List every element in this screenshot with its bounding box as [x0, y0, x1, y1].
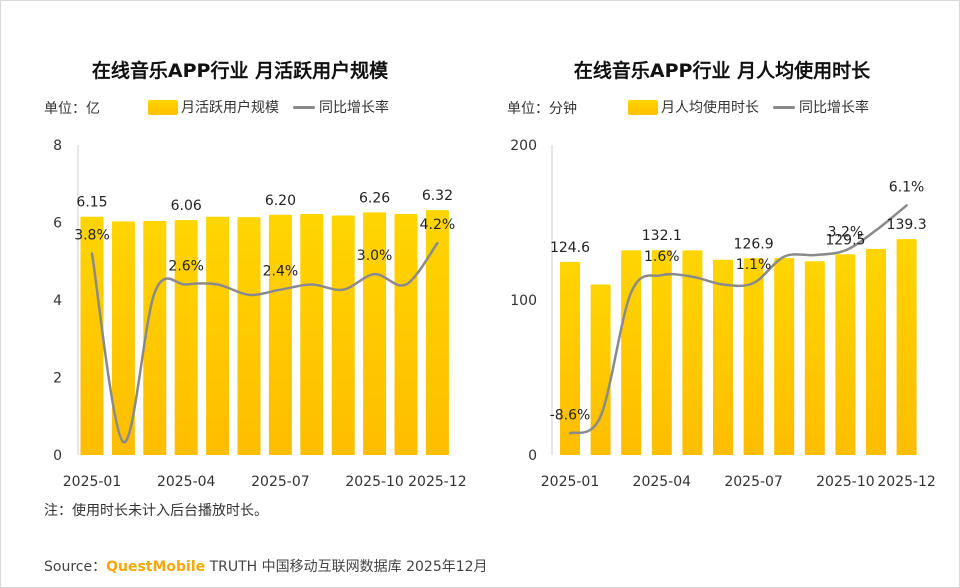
y-tick-label: 2	[53, 371, 62, 387]
bar-2025-03	[143, 220, 167, 455]
bar-2025-05	[206, 216, 230, 455]
bar-2025-09	[331, 215, 355, 455]
bar-2025-11	[866, 248, 886, 455]
x-tick-label: 2025-12	[408, 474, 467, 490]
bar-2025-02	[111, 221, 135, 455]
bar-value-label: 6.15	[76, 195, 107, 211]
bar-2025-06	[237, 217, 261, 455]
x-tick-label: 2025-07	[724, 474, 783, 490]
source-rest: TRUTH 中国移动互联网数据库 2025年12月	[205, 559, 488, 575]
legend-line-label: 同比增长率	[799, 100, 869, 116]
x-tick-label: 2025-10	[816, 474, 875, 490]
line-value-label: 3.0%	[357, 248, 393, 264]
footnote: 注：使用时长未计入后台播放时长。	[44, 503, 268, 519]
legend-bar-label: 月人均使用时长	[661, 100, 759, 116]
bar-2025-04	[174, 220, 198, 455]
x-tick-label: 2025-04	[633, 474, 692, 490]
bar-2025-07	[743, 258, 764, 455]
bar-value-label: 126.9	[734, 236, 774, 252]
line-value-label: 2.6%	[168, 259, 204, 275]
line-value-label: 1.1%	[736, 257, 772, 273]
line-value-label: 4.2%	[420, 217, 456, 233]
x-tick-label: 2025-07	[251, 474, 310, 490]
bar-2025-01	[80, 216, 104, 455]
unit-label-right: 单位：分钟	[507, 101, 577, 117]
x-tick-label: 2025-01	[63, 474, 122, 490]
y-tick-label: 8	[53, 138, 62, 154]
bar-value-label: 6.20	[265, 193, 296, 209]
line-value-label: -8.6%	[550, 407, 591, 423]
bar-2025-03	[621, 250, 642, 455]
bar-2025-04	[651, 250, 672, 455]
line-value-label: 1.6%	[644, 249, 680, 265]
source-prefix: Source：	[44, 559, 107, 575]
y-tick-label: 100	[510, 293, 537, 309]
legend-left: 月活跃用户规模 同比增长率	[148, 97, 389, 117]
bar-value-label: 6.32	[422, 188, 453, 204]
x-tick-label: 2025-10	[345, 474, 404, 490]
y-tick-label: 0	[53, 448, 62, 464]
unit-label-left: 单位：亿	[44, 101, 100, 117]
bar-2025-05	[682, 250, 703, 455]
y-tick-label: 4	[53, 293, 62, 309]
y-tick-label: 6	[53, 216, 62, 232]
legend-bar-label: 月活跃用户规模	[181, 100, 279, 116]
bar-value-label: 124.6	[550, 240, 590, 256]
bar-2025-12	[896, 239, 917, 455]
y-tick-label: 200	[510, 138, 537, 154]
bar-2025-02	[590, 284, 611, 455]
source-brand: QuestMobile	[106, 559, 206, 575]
legend-line-swatch	[773, 105, 795, 109]
growth-rate-line	[90, 241, 439, 444]
bar-2025-12	[425, 210, 449, 455]
chart-title-left: 在线音乐APP行业 月活跃用户规模	[91, 60, 389, 82]
legend-line-swatch	[293, 105, 315, 109]
line-value-label: 3.2%	[828, 224, 864, 240]
bar-2025-07	[268, 214, 292, 455]
chart-title-right: 在线音乐APP行业 月人均使用时长	[573, 60, 871, 82]
source-line: Source：QuestMobile TRUTH 中国移动互联网数据库 2025…	[44, 556, 488, 576]
y-tick-label: 0	[528, 448, 537, 464]
growth-rate-line	[568, 204, 908, 435]
bar-value-label: 132.1	[642, 228, 682, 244]
line-value-label: 6.1%	[889, 179, 925, 195]
bar-2025-10	[363, 212, 387, 455]
bar-value-label: 6.26	[359, 190, 390, 206]
x-tick-label: 2025-12	[877, 474, 936, 490]
legend-bar-swatch	[628, 99, 658, 115]
bar-2025-01	[560, 261, 580, 455]
bar-2025-08	[300, 213, 324, 455]
bar-2025-08	[774, 258, 795, 455]
x-tick-label: 2025-04	[157, 474, 216, 490]
bar-2025-11	[394, 213, 418, 455]
line-value-label: 3.8%	[74, 228, 110, 244]
bar-2025-10	[835, 254, 856, 455]
legend-bar-swatch	[148, 99, 178, 115]
bar-2025-09	[804, 261, 825, 455]
legend-line-label: 同比增长率	[319, 100, 389, 116]
legend-right: 月人均使用时长 同比增长率	[628, 97, 869, 117]
bar-value-label: 6.06	[171, 198, 202, 214]
bar-value-label: 129.5	[825, 232, 865, 248]
bar-value-label: 139.3	[887, 217, 927, 233]
bar-2025-06	[713, 259, 733, 455]
line-value-label: 2.4%	[263, 264, 299, 280]
x-tick-label: 2025-01	[541, 474, 600, 490]
